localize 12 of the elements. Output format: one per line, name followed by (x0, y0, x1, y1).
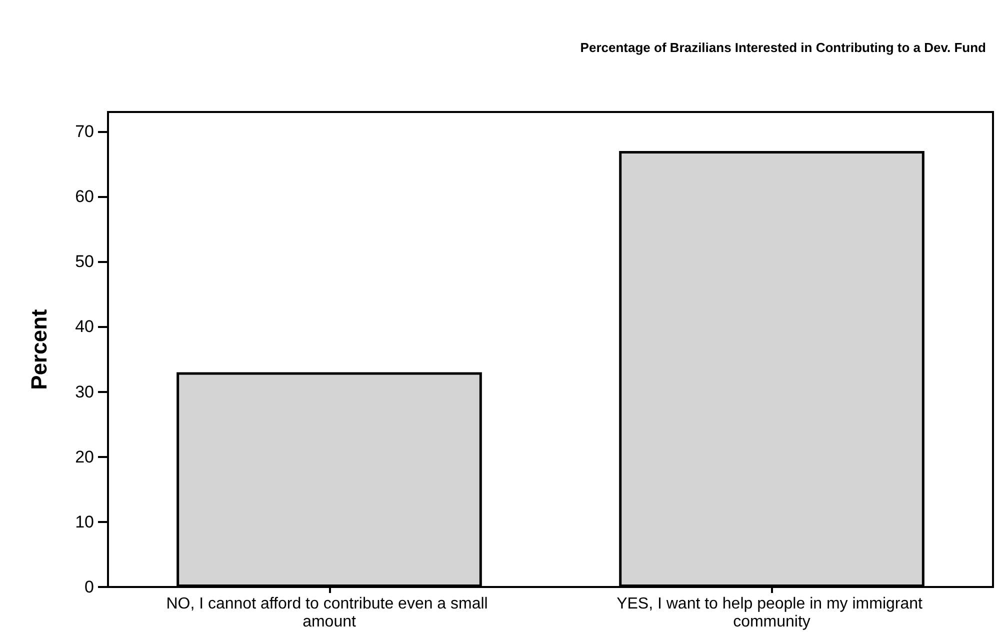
y-tick-label: 30 (75, 382, 94, 402)
y-tick-label: 50 (75, 252, 94, 272)
x-tick-label: YES, I want to help people in my immigrant community (616, 596, 927, 630)
y-tick-label: 10 (75, 512, 94, 532)
y-tick-label: 70 (75, 122, 94, 142)
x-tick-label: NO, I cannot afford to contribute even a small amount (166, 596, 492, 630)
chart-title: Percentage of Brazilians Interested in Contributing to a Dev. Fund (580, 40, 986, 55)
y-tick-label: 0 (84, 578, 94, 596)
y-tick-label: 20 (75, 447, 94, 466)
y-tick-label: 60 (75, 187, 94, 206)
y-axis-title: Percent (26, 308, 52, 390)
y-tick-label: 40 (75, 317, 94, 336)
